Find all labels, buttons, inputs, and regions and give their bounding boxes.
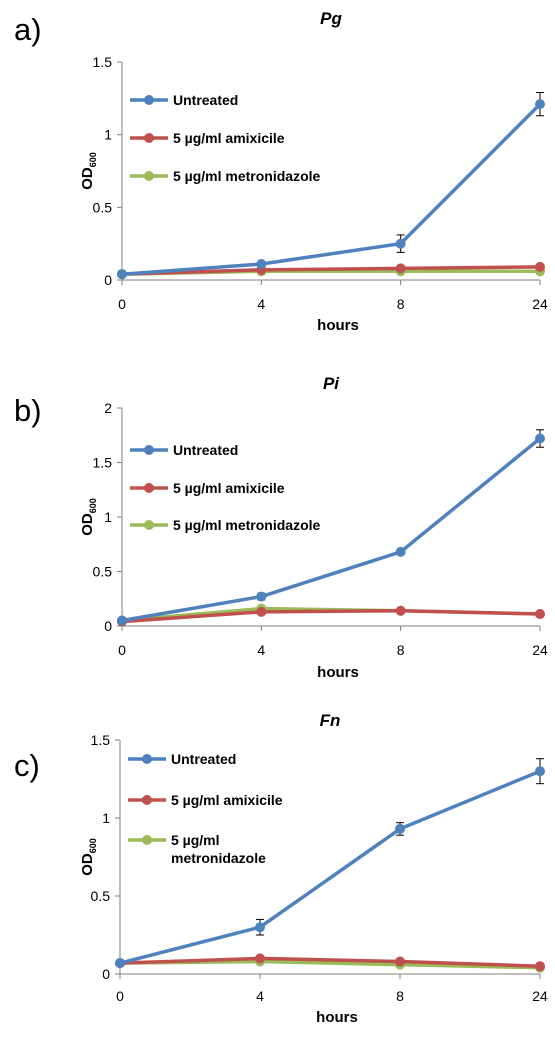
legend-marker — [142, 835, 152, 845]
x-tick-label: 0 — [116, 988, 124, 1004]
x-tick-label: 0 — [118, 642, 126, 658]
x-tick-label: 8 — [397, 642, 405, 658]
chart-title: Pg — [320, 9, 342, 28]
data-point — [395, 823, 405, 834]
data-point — [256, 259, 267, 270]
chart-title: Pi — [323, 374, 340, 393]
y-tick-label: 1 — [104, 509, 112, 525]
y-tick-label: 0.5 — [93, 199, 113, 215]
y-tick-label: 1.5 — [93, 54, 113, 70]
legend-label: 5 µg/ml metronidazole — [173, 517, 321, 533]
data-point — [117, 615, 127, 626]
data-point — [535, 99, 545, 110]
legend-marker — [142, 754, 152, 764]
data-point — [395, 546, 406, 557]
y-tick-label: 0.5 — [93, 564, 113, 580]
y-tick-label: 1.5 — [91, 732, 111, 748]
data-point — [395, 605, 406, 616]
x-tick-label: 8 — [397, 296, 405, 312]
x-axis-label: hours — [317, 664, 359, 681]
legend-marker — [144, 133, 154, 143]
data-point — [395, 238, 406, 249]
chart-panel-c: c) Fn 0 0.5 1 1.5 0 4 8 24 hours OD600 Untreated 5 µ… — [0, 690, 555, 1040]
chart-svg-fn: Fn 0 0.5 1 1.5 0 4 8 24 hours OD600 Untreated 5 µg/m… — [79, 711, 548, 1026]
data-point — [535, 261, 545, 272]
series-line — [121, 265, 541, 276]
data-point — [256, 606, 267, 617]
data-point — [535, 609, 545, 620]
legend-marker — [144, 95, 154, 105]
data-point — [255, 953, 265, 964]
chart-svg-pg: Pg 0 0.5 1 1.5 0 4 8 24 hours OD600 Untreated 5 µg/m… — [79, 9, 548, 334]
data-point — [535, 961, 545, 972]
x-tick-label: 8 — [396, 988, 404, 1004]
legend-marker — [144, 171, 154, 181]
data-point — [395, 263, 406, 274]
legend-marker — [144, 520, 154, 530]
x-tick-label: 24 — [532, 988, 548, 1004]
legend-label: 5 µg/ml amixicile — [171, 792, 283, 808]
y-tick-label: 0.5 — [91, 888, 111, 904]
chart-panel-a: a) Pg 0 0.5 1 1.5 0 4 8 24 hours OD600 Untreated 5 µ… — [0, 0, 555, 340]
data-point — [256, 591, 267, 602]
legend-label: Untreated — [173, 442, 238, 458]
y-axis-label: OD600 — [79, 498, 98, 536]
x-tick-label: 24 — [532, 296, 548, 312]
data-point — [255, 922, 265, 933]
x-axis-label: hours — [317, 317, 359, 334]
legend-marker — [144, 445, 154, 455]
series-line — [121, 102, 542, 276]
legend-label: Untreated — [171, 751, 236, 767]
series-line — [121, 437, 542, 623]
series-line — [119, 956, 541, 968]
legend-marker — [144, 483, 154, 493]
y-axis-label: OD600 — [79, 152, 98, 190]
y-tick-label: 0 — [104, 272, 112, 288]
chart-title: Fn — [320, 711, 341, 730]
data-point — [395, 956, 405, 967]
y-tick-label: 2 — [104, 400, 112, 416]
legend-label: 5 µg/ml metronidazole — [173, 168, 321, 184]
legend-label: 5 µg/ml metronidazole — [171, 832, 266, 866]
y-tick-label: 1 — [102, 810, 110, 826]
panel-label: b) — [14, 393, 42, 428]
x-tick-label: 4 — [257, 296, 265, 312]
data-point — [117, 269, 127, 280]
data-point — [535, 433, 545, 444]
x-tick-label: 0 — [118, 296, 126, 312]
y-tick-label: 0 — [102, 966, 110, 982]
chart-panel-b: b) Pi 0 0.5 1 1.5 2 0 4 8 24 hours OD600 Untreated 5 … — [0, 345, 555, 685]
chart-svg-pi: Pi 0 0.5 1 1.5 2 0 4 8 24 hours OD600 Untreated 5 µg/… — [79, 374, 548, 681]
y-axis-label: OD600 — [79, 838, 98, 876]
x-tick-label: 4 — [257, 642, 265, 658]
y-tick-label: 1.5 — [93, 455, 113, 471]
y-tick-label: 1 — [104, 127, 112, 143]
y-tick-label: 0 — [104, 618, 112, 634]
x-tick-label: 4 — [256, 988, 264, 1004]
legend-label: 5 µg/ml amixicile — [173, 480, 285, 496]
data-point — [115, 958, 125, 969]
panel-label: a) — [14, 12, 42, 47]
panel-label: c) — [14, 748, 40, 783]
legend-label: 5 µg/ml amixicile — [173, 130, 285, 146]
data-point — [535, 766, 545, 777]
x-axis-label: hours — [316, 1009, 358, 1026]
series-line — [119, 769, 541, 965]
x-tick-label: 24 — [532, 642, 548, 658]
series-line — [121, 608, 541, 624]
legend-marker — [142, 795, 152, 805]
legend-label: Untreated — [173, 92, 238, 108]
